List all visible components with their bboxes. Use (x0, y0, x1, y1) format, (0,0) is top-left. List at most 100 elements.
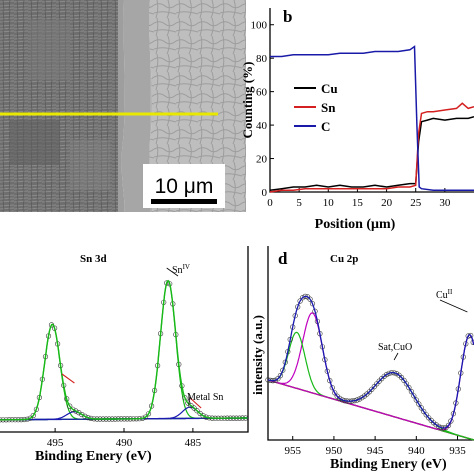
panel-b-xtick-label: 30 (439, 197, 451, 209)
series-line-cu (269, 115, 474, 192)
panel-c-data-point (67, 403, 73, 409)
legend-label-cu: Cu (321, 81, 338, 96)
panel-d-fit-envelope (267, 295, 474, 429)
panel-c-data-point (182, 395, 188, 401)
panel-c-sniv-label: SnIV (172, 263, 190, 276)
panel-c-xtick-label: 490 (116, 437, 133, 449)
panel-d-xtick-label: 935 (449, 445, 466, 457)
panel-c-axes (0, 246, 249, 433)
panel-d-data-point (401, 377, 407, 384)
panel-c-data-point (142, 414, 149, 420)
panel-d-component-peak (267, 331, 474, 441)
panel-d-component-peak (267, 312, 474, 441)
panel-d-data-point (280, 367, 286, 373)
panel-c-data-point (70, 406, 76, 412)
sem-micrograph-panel: 10 μm (0, 0, 246, 212)
scale-bar-label: 10 μm (155, 175, 214, 198)
panel-b-xtick-label: 20 (381, 197, 393, 209)
panel-d-data-point (275, 376, 281, 382)
panel-d-data-point (436, 423, 442, 429)
panel-d-xtick-label: 955 (284, 445, 301, 457)
panel-b-xlabel: Position (μm) (315, 217, 396, 232)
panel-c-data-point (30, 412, 36, 419)
legend-label-c: C (321, 119, 330, 134)
panel-d-cu-label: CuII (436, 288, 453, 301)
panel-d-data-point (295, 304, 301, 310)
panel-c-xtick-label: 485 (185, 437, 202, 449)
panel-d-data-point (448, 418, 454, 424)
panel-c-sniv-pointer (166, 267, 179, 277)
panel-c-fit-envelope (0, 279, 248, 421)
panel-d-data-point (418, 405, 424, 411)
panel-c-data-point (82, 413, 88, 419)
panel-d-data-point (329, 385, 335, 391)
panel-d-data-point (277, 373, 284, 379)
panel-b-ytick-label: 20 (256, 154, 268, 166)
panel-d-cu-pointer (439, 299, 468, 313)
panel-d-sat-pointer (393, 352, 399, 361)
panel-d-data-point (307, 296, 313, 302)
panel-d-data-point (339, 397, 345, 403)
panel-b-xtick-label: 10 (323, 197, 335, 209)
panel-b-ytick-label: 60 (256, 87, 268, 99)
panel-d-xtick-label: 945 (367, 445, 384, 457)
coating-region (149, 0, 246, 212)
panel-d-xlabel: Binding Enery (eV) (330, 457, 447, 472)
panel-d-data-point (300, 295, 306, 301)
panel-c-data-point (79, 411, 85, 418)
panel-c-xlabel: Binding Enery (eV) (35, 449, 152, 464)
scale-bar (151, 199, 217, 204)
panel-d-data-point (413, 397, 419, 403)
panel-c-data-point (191, 405, 197, 411)
panel-b-xtick-label: 25 (410, 197, 422, 209)
panel-b-xtick-label: 5 (296, 197, 302, 209)
series-line-sn (269, 102, 474, 193)
panel-d-xtick-label: 940 (408, 445, 425, 457)
panel-c-metal-sn-label: Metal Sn (187, 392, 223, 403)
panel-d-data-point (421, 408, 427, 415)
panel-c-data-point (73, 408, 79, 414)
panel-d-data-point (332, 390, 338, 396)
panel-b-xtick-label: 15 (352, 197, 364, 209)
panel-d-sat-label: Sat,CuO (378, 342, 412, 353)
panel-c-data-point (145, 411, 152, 417)
panel-b-letter: b (283, 7, 292, 26)
panel-c-xtick-label: 495 (47, 437, 64, 449)
panel-d-data-point (416, 401, 422, 407)
panel-c-data-point (27, 415, 33, 421)
panel-b-ytick-label: 40 (256, 120, 268, 132)
panel-d-component-peak (267, 334, 474, 431)
panel-c-data-point (76, 410, 82, 416)
interface-layer (121, 0, 153, 212)
panel-d-xtick-label: 950 (326, 445, 343, 457)
panel-d-axes (267, 246, 474, 441)
panel-b-xtick-label: 0 (267, 197, 273, 209)
panel-c-data-point (194, 408, 200, 414)
panel-c-title: Sn 3d (80, 253, 107, 265)
panel-b-ytick-label: 80 (256, 53, 268, 65)
panel-b-ytick-label: 0 (262, 187, 268, 199)
panel-d-data-point (411, 393, 417, 399)
panel-c-tail-red (189, 397, 202, 409)
panel-d-data-point (408, 389, 415, 395)
panel-b-ylabel: Counting (%) (240, 62, 255, 139)
panel-d-data-point (445, 422, 452, 429)
panel-c-shoulder-red (61, 373, 75, 384)
panel-d-data-point (297, 298, 303, 304)
panel-c-data-point (200, 413, 206, 419)
panel-c-metal-sn-pointer (188, 394, 191, 406)
panel-d-data-point (309, 301, 316, 307)
panel-c-data-point (185, 400, 191, 406)
panel-d-data-point (403, 381, 410, 387)
panel-b-axes (269, 8, 474, 193)
panel-d-data-point (384, 371, 390, 378)
panel-d-ylabel: intensity (a.u.) (250, 315, 265, 395)
panel-d-letter: d (278, 249, 288, 268)
panel-d-data-point (337, 395, 343, 402)
series-line-c (270, 45, 474, 192)
panel-b-ytick-label: 100 (251, 20, 268, 32)
panel-d-data-point (406, 385, 412, 391)
legend-label-sn: Sn (321, 100, 336, 115)
